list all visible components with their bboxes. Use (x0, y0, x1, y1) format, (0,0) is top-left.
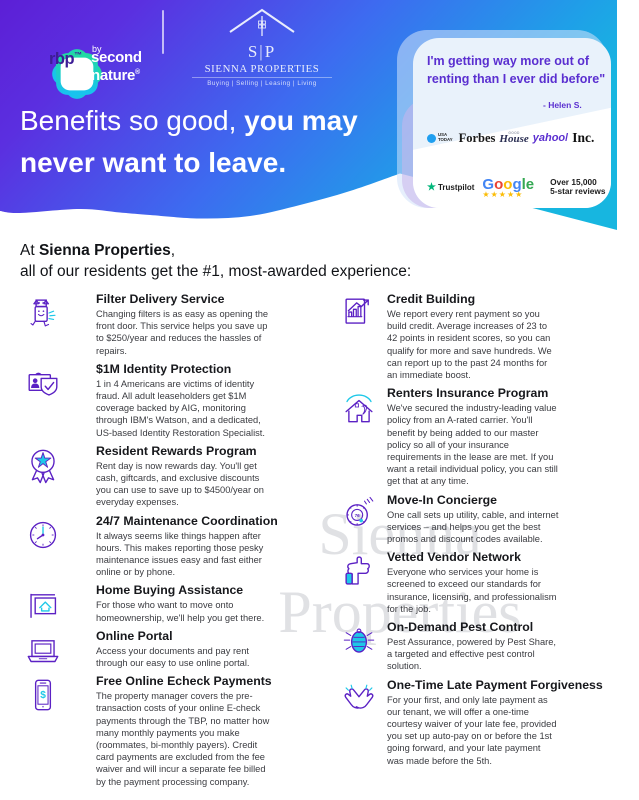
svg-text:$: $ (40, 690, 46, 701)
svg-text:76: 76 (355, 512, 361, 517)
